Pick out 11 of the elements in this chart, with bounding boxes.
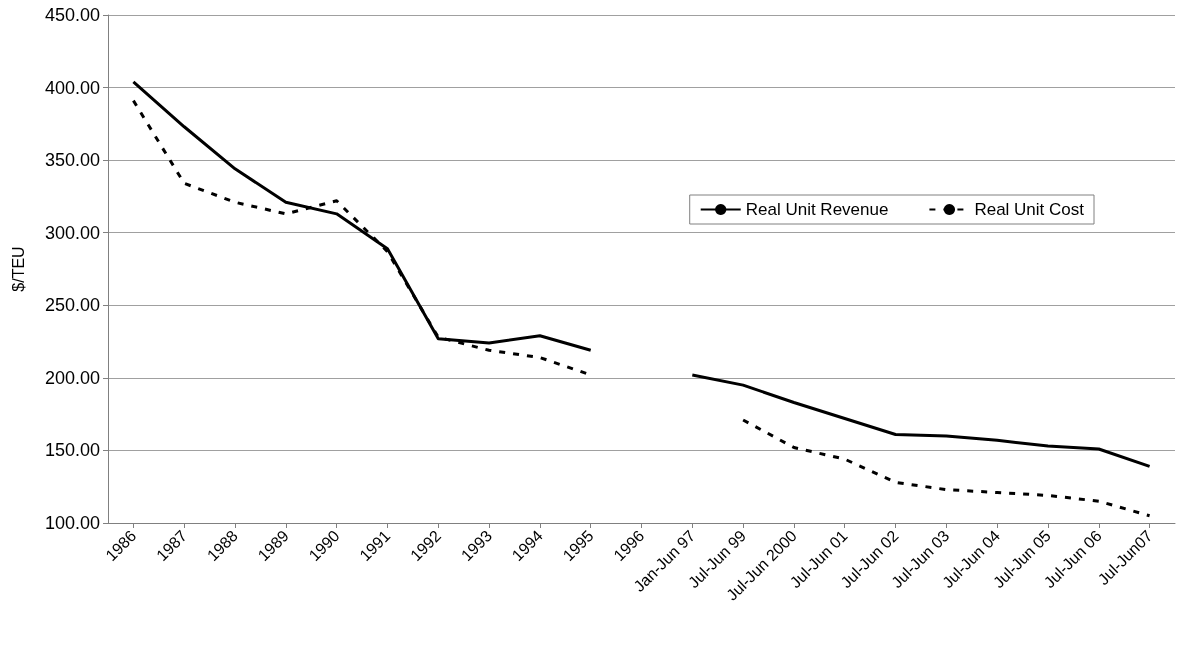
y-axis-title: $/TEU [9, 246, 27, 292]
y-tick-label: 100.00 [44, 513, 100, 533]
y-tick-label: 300.00 [44, 222, 100, 243]
y-tick-label: 250.00 [44, 295, 100, 316]
legend-label: Real Unit Cost [974, 200, 1085, 219]
legend-label: Real Unit Revenue [745, 200, 889, 219]
y-tick-label: 400.00 [44, 77, 100, 98]
y-tick-label: 150.00 [44, 440, 100, 461]
y-tick-label: 450.00 [44, 5, 100, 25]
y-tick-label: 200.00 [44, 367, 100, 388]
y-tick-label: 350.00 [44, 150, 100, 171]
